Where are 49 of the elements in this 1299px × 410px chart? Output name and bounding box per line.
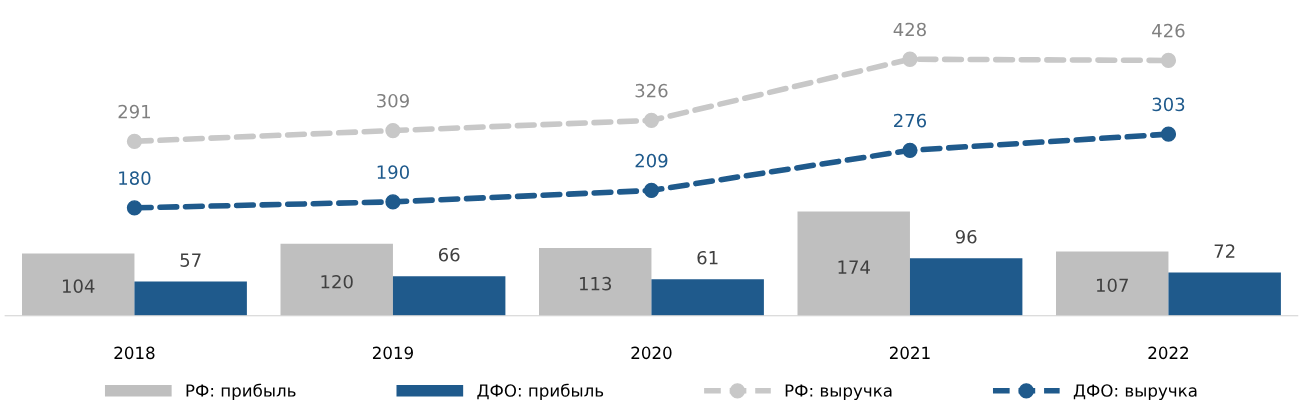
point [385, 194, 401, 210]
legend-label: РФ: выручка [785, 384, 892, 401]
bar [22, 253, 135, 316]
data-label: 104 [62, 279, 95, 293]
data-label: 107 [1096, 278, 1128, 293]
point [643, 112, 660, 128]
legend-label: РФ: прибыль [186, 383, 296, 401]
bar [134, 281, 247, 316]
legend-label: ДФО: выручка [1073, 384, 1197, 401]
x-tick-label: 2021 [889, 346, 930, 360]
point [126, 200, 143, 216]
bar [797, 211, 910, 316]
bar [280, 243, 393, 316]
point [385, 122, 401, 139]
point [902, 142, 918, 158]
data-label: 120 [321, 274, 353, 289]
point [643, 182, 660, 199]
data-label: 72 [1214, 244, 1235, 258]
point [902, 51, 918, 67]
data-label: 309 [377, 93, 409, 108]
x-tick-label: 2019 [372, 346, 413, 360]
bar [392, 276, 506, 316]
data-label: 66 [438, 247, 460, 262]
bar [651, 279, 764, 316]
point [1160, 126, 1177, 142]
data-label: 426 [1152, 23, 1185, 38]
data-label: 180 [119, 171, 151, 185]
bar [539, 247, 652, 316]
x-tick-label: 2020 [631, 346, 672, 360]
bar [1168, 272, 1281, 316]
data-label: 428 [893, 22, 926, 37]
data-label: 61 [697, 250, 718, 265]
legend-label: ДФО: прибыль [477, 383, 604, 401]
bar [909, 258, 1023, 316]
x-tick-label: 2022 [1148, 346, 1188, 360]
data-label: 174 [838, 260, 870, 274]
data-label: 96 [955, 229, 977, 244]
data-label: 113 [579, 276, 612, 291]
data-label: 209 [635, 153, 668, 168]
data-label: 303 [1152, 97, 1185, 112]
x-tick-label: 2018 [114, 346, 155, 360]
data-label: 276 [894, 113, 927, 128]
point [1160, 52, 1177, 69]
bar [1056, 251, 1169, 316]
data-label: 291 [118, 104, 151, 119]
data-label: 190 [377, 165, 409, 179]
data-label: 326 [635, 83, 668, 98]
data-label: 57 [180, 253, 201, 267]
point [126, 133, 143, 149]
